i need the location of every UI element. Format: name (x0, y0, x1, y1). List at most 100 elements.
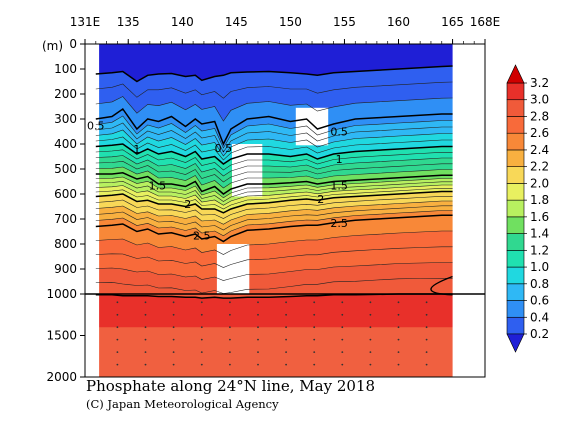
colorbar-label: 3.2 (530, 76, 549, 90)
x-tick-label: 160 (387, 15, 410, 29)
contour-line (95, 115, 453, 149)
x-tick-label: 135 (117, 15, 140, 29)
colorbar-label: 1.8 (530, 193, 549, 207)
sample-dot (144, 338, 147, 341)
contour-line (95, 166, 453, 189)
missing-data-box (85, 44, 100, 377)
contour-line (95, 246, 453, 268)
sample-dot (144, 301, 147, 304)
sample-dot (257, 301, 259, 304)
sample-dot (425, 363, 428, 366)
sample-dot (425, 338, 428, 341)
sample-dot (172, 313, 175, 316)
sample-dot (425, 326, 428, 329)
sample-dot (369, 363, 372, 366)
colorbar-segment (506, 316, 525, 335)
sample-dot (257, 351, 259, 353)
y-tick-label: 1500 (46, 329, 77, 343)
colorbar-segment (506, 166, 525, 184)
contour-label: 2.5 (330, 217, 348, 230)
contour-line (95, 122, 453, 153)
sample-dot (397, 338, 400, 341)
sample-dot (397, 313, 400, 316)
colorbar-max-arrow (506, 64, 525, 84)
sample-dot (229, 326, 231, 329)
contour-line (95, 278, 453, 294)
sample-dot (200, 338, 203, 341)
contour-line (95, 205, 453, 231)
sample-dot (313, 351, 316, 353)
thin-contours (95, 65, 453, 294)
contour-label: 0.5 (330, 126, 348, 139)
sample-dot (425, 301, 428, 304)
sample-dot (257, 338, 259, 341)
x-tick-label: 140 (171, 15, 194, 29)
contour-line-level (95, 143, 453, 165)
contour-line (95, 262, 453, 281)
contour-label: 2.5 (193, 229, 211, 242)
sample-dot (116, 326, 119, 329)
y-tick-label: 800 (54, 237, 77, 251)
y-tick-label: 600 (54, 187, 77, 201)
y-tick-label: 1000 (46, 287, 77, 301)
contour-line-level (95, 214, 453, 243)
sample-dot (229, 313, 231, 316)
y-tick-label: 100 (54, 62, 77, 76)
missing-data-box (216, 244, 250, 294)
sample-dot (144, 363, 147, 366)
sample-dot (425, 351, 428, 353)
contour-line (95, 230, 453, 255)
y-tick-label: 900 (54, 262, 77, 276)
sample-dot (369, 301, 372, 304)
sample-dot (172, 326, 175, 329)
sample-dots (116, 301, 428, 366)
colorbar-label: 0.2 (530, 327, 549, 341)
x-tick-label: 168E (470, 15, 501, 29)
sample-dot (341, 313, 344, 316)
sample-dot (285, 301, 287, 304)
chart-credit: (C) Japan Meteorological Agency (86, 397, 279, 411)
sample-dot (116, 301, 119, 304)
contour-line-level (95, 172, 453, 195)
contour-line (95, 155, 453, 177)
y-tick-label: 2000 (46, 370, 77, 384)
contour-line (95, 149, 453, 171)
sample-dot (144, 351, 147, 353)
colorbar-segment (506, 99, 525, 117)
colorbar-label: 2.8 (530, 110, 549, 124)
colorbar-label: 1.0 (530, 260, 549, 274)
contour-line-level (95, 65, 453, 83)
y-tick-label: 400 (54, 137, 77, 151)
sample-dot (257, 313, 259, 316)
missing-data-box (452, 44, 485, 377)
sample-dot (341, 351, 344, 353)
contour-line (95, 180, 453, 202)
sample-dot (172, 363, 175, 366)
sample-dot (341, 326, 344, 329)
colorbar-label: 1.2 (530, 243, 549, 257)
contour-line (95, 200, 453, 225)
contour-line (95, 210, 453, 237)
sample-dot (341, 338, 344, 341)
colorbar-label: 2.4 (530, 143, 549, 157)
contour-label: 1.5 (149, 179, 167, 192)
chart-title: Phosphate along 24°N line, May 2018 (86, 377, 376, 395)
colorbar-segment (506, 199, 525, 218)
colorbar-segment (506, 216, 525, 234)
colorbar-label: 0.4 (530, 310, 549, 324)
contour-line-level (95, 190, 453, 214)
sample-dot (200, 313, 203, 316)
contour-label: 1 (336, 153, 343, 166)
sample-dot (172, 351, 175, 353)
x-tick-label: 150 (279, 15, 302, 29)
sample-dot (144, 313, 147, 316)
sample-dot (397, 301, 400, 304)
sample-dot (172, 301, 175, 304)
colorbar-label: 3.0 (530, 93, 549, 107)
sample-dot (313, 313, 316, 316)
sample-dot (229, 363, 231, 366)
contour-line (95, 176, 453, 199)
colorbar-segment (506, 149, 525, 167)
sample-dot (285, 363, 287, 366)
sample-dot (116, 351, 119, 353)
